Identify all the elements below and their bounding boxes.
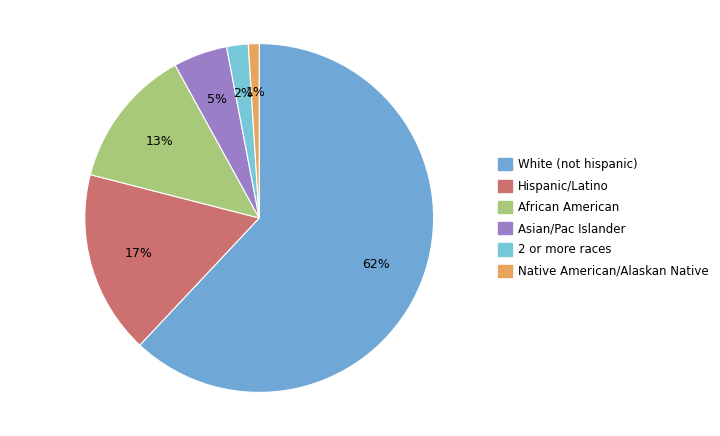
Text: 1%: 1% <box>246 86 265 99</box>
Text: 13%: 13% <box>146 135 174 147</box>
Wedge shape <box>85 175 259 345</box>
Wedge shape <box>175 47 259 218</box>
Text: 5%: 5% <box>207 93 227 106</box>
Text: 2%: 2% <box>233 87 253 100</box>
Legend: White (not hispanic), Hispanic/Latino, African American, Asian/Pac Islander, 2 o: White (not hispanic), Hispanic/Latino, A… <box>492 152 714 284</box>
Text: 62%: 62% <box>362 258 390 271</box>
Text: 17%: 17% <box>125 246 153 259</box>
Wedge shape <box>248 44 259 218</box>
Wedge shape <box>227 44 259 218</box>
Wedge shape <box>140 44 433 392</box>
Wedge shape <box>90 65 259 218</box>
